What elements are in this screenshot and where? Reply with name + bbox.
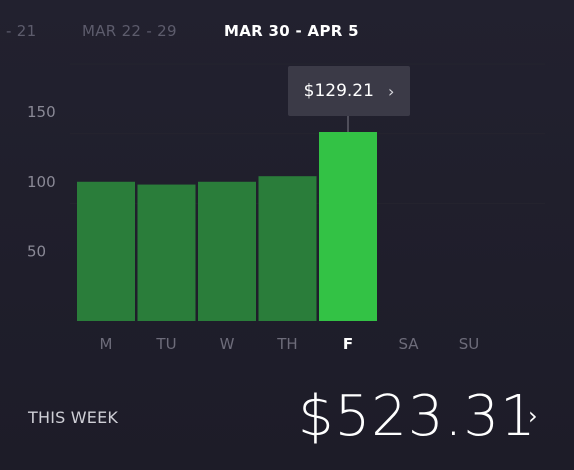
- bar-tu[interactable]: [137, 184, 196, 321]
- y-tick-label: 100: [27, 173, 56, 191]
- x-tick-label-tu[interactable]: TU: [155, 335, 176, 353]
- tooltip-value: $129.21: [303, 81, 374, 101]
- x-tick-label-th[interactable]: TH: [276, 335, 297, 353]
- week-tabs: - 21 MAR 22 - 29 MAR 30 - APR 5: [0, 22, 574, 52]
- selected-day-tooltip[interactable]: $129.21 ›: [288, 66, 410, 116]
- x-tick-label-su[interactable]: SU: [459, 335, 480, 353]
- chevron-right-icon: ›: [387, 81, 395, 101]
- week-total-label: THIS WEEK: [28, 408, 119, 427]
- bar-th[interactable]: [258, 176, 317, 321]
- x-tick-label-f[interactable]: F: [343, 335, 353, 353]
- chevron-right-icon[interactable]: ›: [528, 402, 538, 430]
- bar-w[interactable]: [198, 181, 256, 321]
- week-total-amount[interactable]: $523.31: [298, 384, 537, 449]
- tooltip-stem: [347, 116, 349, 132]
- week-tab-previous[interactable]: MAR 22 - 29: [82, 22, 177, 40]
- x-tick-label-w[interactable]: W: [220, 335, 235, 353]
- x-tick-label-sa[interactable]: SA: [398, 335, 419, 353]
- x-tick-label-m[interactable]: M: [100, 335, 113, 353]
- week-tab-current[interactable]: MAR 30 - APR 5: [224, 22, 359, 40]
- y-tick-label: 150: [27, 103, 56, 121]
- y-tick-label: 50: [27, 242, 46, 260]
- week-tab-previous-2[interactable]: - 21: [6, 22, 37, 40]
- earnings-bar-chart: 50 100 150 M TU W TH F SA SU: [27, 103, 480, 353]
- bar-f[interactable]: [319, 132, 377, 321]
- bar-m[interactable]: [77, 181, 135, 321]
